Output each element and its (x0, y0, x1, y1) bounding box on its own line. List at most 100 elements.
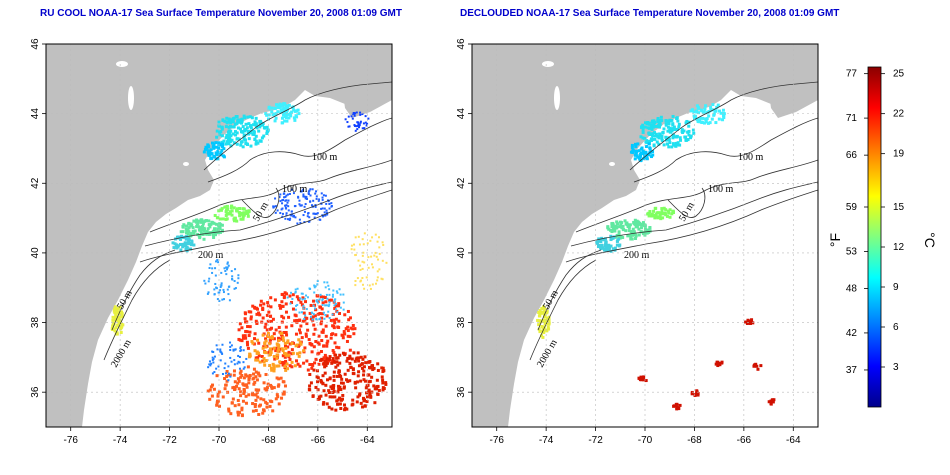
sst-pixel (660, 138, 664, 142)
sst-pixel (377, 388, 381, 392)
sst-pixel (247, 393, 251, 397)
sst-pixel (287, 205, 290, 208)
celsius-tick-label: 12 (893, 242, 905, 253)
sst-pixel (319, 317, 322, 320)
sst-pixel (702, 121, 706, 125)
sst-pixel (261, 308, 265, 312)
sst-pixel (288, 192, 291, 195)
sst-pixel (639, 153, 643, 157)
sst-pixel (208, 277, 211, 280)
sst-pixel (674, 141, 678, 145)
sst-pixel (375, 385, 379, 389)
sst-pixel (239, 346, 242, 349)
sst-pixel (314, 205, 317, 208)
sst-pixel (373, 401, 377, 405)
sst-pixel (308, 388, 312, 392)
left-map-panel: 100 m 100 m 50 m 200 m 50 m 2000 m -76 -7… (30, 38, 393, 446)
sst-pixel (114, 313, 118, 317)
sst-pixel (353, 112, 356, 115)
sst-pixel (286, 296, 289, 299)
sst-pixel (292, 192, 295, 195)
sst-pixel (265, 328, 269, 332)
sst-pixel (206, 389, 210, 393)
sst-pixel (660, 119, 664, 123)
sst-pixel (217, 365, 220, 368)
sst-pixel (363, 355, 367, 359)
sst-pixel (331, 391, 335, 395)
sst-pixel (375, 255, 378, 258)
sst-pixel (234, 268, 237, 271)
sst-pixel (261, 346, 265, 350)
sst-pixel (283, 113, 287, 117)
sst-pixel (325, 304, 328, 307)
sst-pixel (599, 240, 603, 244)
sst-pixel (312, 304, 315, 307)
sst-pixel (220, 148, 224, 152)
sst-pixel (311, 394, 315, 398)
sst-pixel (342, 301, 345, 304)
sst-pixel (290, 291, 293, 294)
sst-pixel (607, 243, 611, 247)
sst-pixel (338, 312, 342, 316)
sst-pixel (192, 243, 196, 247)
sst-pixel (353, 243, 356, 246)
sst-pixel (224, 142, 228, 146)
sst-pixel (247, 132, 251, 136)
sst-pixel (660, 137, 664, 141)
x-tick-label: -74 (539, 435, 554, 446)
sst-pixel (229, 134, 233, 138)
sst-pixel (359, 401, 363, 405)
island-nova-scotia (766, 56, 818, 118)
sst-pixel (213, 371, 216, 374)
sst-pixel (287, 350, 291, 354)
sst-pixel (233, 280, 236, 283)
sst-pixel (210, 394, 214, 398)
sst-pixel (706, 121, 710, 125)
sst-pixel (351, 323, 355, 327)
sst-pixel (265, 113, 269, 117)
sst-pixel (537, 327, 541, 331)
sst-pixel (351, 327, 355, 331)
sst-pixel (639, 135, 643, 139)
sst-pixel (184, 237, 188, 241)
sst-pixel (229, 341, 232, 344)
sst-pixel (317, 362, 321, 366)
sst-pixel (264, 112, 268, 116)
sst-pixel (300, 204, 303, 207)
sst-pixel (650, 137, 654, 141)
sst-pixel (257, 412, 261, 416)
sst-pixel (249, 310, 253, 314)
sst-pixel (339, 381, 343, 385)
sst-pixel (365, 124, 368, 127)
sst-pixel (116, 323, 120, 327)
sst-pixel (284, 325, 288, 329)
sst-pixel (242, 387, 246, 391)
sst-pixel (258, 125, 262, 129)
sst-pixel (113, 305, 117, 309)
sst-pixel (214, 222, 218, 226)
sst-pixel (259, 299, 263, 303)
sst-pixel (361, 283, 364, 286)
sst-pixel (286, 201, 289, 204)
sst-pixel (328, 395, 332, 399)
sst-pixel (245, 209, 249, 213)
sst-pixel (631, 148, 635, 152)
sst-pixel (326, 213, 329, 216)
sst-pixel (249, 124, 253, 128)
sst-pixel (241, 215, 245, 219)
sst-pixel (242, 392, 246, 396)
sst-pixel (629, 235, 633, 239)
sst-pixel (365, 391, 369, 395)
sst-pixel (338, 402, 342, 406)
sst-pixel (650, 212, 654, 216)
sst-pixel (705, 117, 709, 121)
sst-pixel (543, 310, 547, 314)
sst-pixel (261, 333, 265, 337)
sst-pixel (337, 319, 341, 323)
sst-pixel (227, 379, 230, 382)
sst-pixel (328, 298, 332, 302)
sst-pixel (653, 207, 657, 211)
sst-pixel (629, 150, 633, 154)
sst-pixel (359, 268, 362, 271)
sst-pixel (279, 108, 283, 112)
